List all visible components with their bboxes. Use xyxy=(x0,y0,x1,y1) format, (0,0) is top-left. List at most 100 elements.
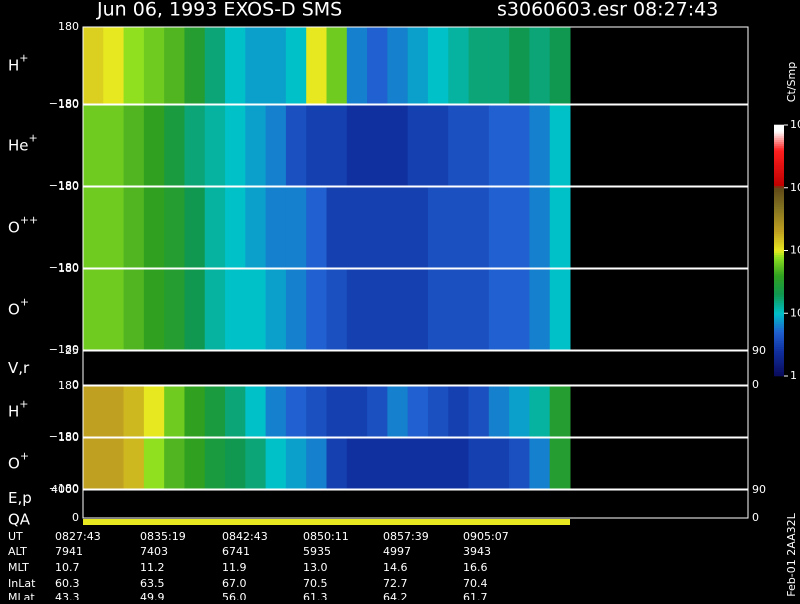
spectrogram-strip xyxy=(143,27,165,104)
y-tick-label: 180 xyxy=(58,379,79,392)
colorbar-cell xyxy=(774,147,784,151)
spectrogram-strip xyxy=(367,105,388,186)
spectrogram-strip xyxy=(346,386,368,437)
panel-label-sup: + xyxy=(29,132,38,145)
spectrogram-strip xyxy=(204,27,226,104)
colorbar-cell xyxy=(774,149,784,153)
spectrogram-strip xyxy=(164,187,185,268)
colorbar-cell xyxy=(774,331,784,335)
table-row-label: MLat xyxy=(8,591,35,600)
y-tick-label: −180 xyxy=(49,261,79,274)
colorbar-cell xyxy=(774,158,784,161)
spectrogram-strip xyxy=(488,187,510,268)
colorbar-cell xyxy=(774,216,784,220)
panel-label-base: H xyxy=(8,56,19,74)
panel-label-sup: + xyxy=(19,52,28,65)
spectrogram-strip xyxy=(407,386,429,437)
spectrogram-strip xyxy=(285,105,307,186)
spectrogram-strip xyxy=(103,187,125,268)
colorbar-cell xyxy=(774,200,784,203)
panel-label-base: He xyxy=(8,136,29,154)
spectrogram-strip xyxy=(265,105,287,186)
colorbar-cell xyxy=(774,292,784,295)
spectrogram-strip xyxy=(367,27,388,104)
table-cell: 0827:43 xyxy=(55,530,101,543)
colorbar-cell xyxy=(774,210,784,214)
table-cell: 5935 xyxy=(303,545,331,558)
colorbar-cell xyxy=(774,344,784,348)
table-row-label: UT xyxy=(8,530,23,543)
spectrogram-strip xyxy=(387,438,409,489)
spectrogram-strip xyxy=(529,438,551,489)
table-cell: 16.6 xyxy=(463,561,488,574)
y-tick-label: 25 xyxy=(65,344,79,357)
colorbar-cell xyxy=(774,281,784,285)
spectrogram-strip xyxy=(448,187,470,268)
spectrogram-strip xyxy=(123,269,145,350)
footer: Feb-01 2AA32L xyxy=(785,512,798,596)
table-cell: 64.2 xyxy=(383,591,408,600)
spectrogram-strip xyxy=(265,269,287,350)
spectrogram-strip xyxy=(285,386,307,437)
spectrogram-strip xyxy=(407,269,429,350)
spectrogram-strip xyxy=(509,27,530,104)
colorbar-cell xyxy=(774,214,784,218)
panel-frame xyxy=(82,26,749,105)
colorbar-cell xyxy=(774,204,784,207)
spectrogram-strip xyxy=(448,386,470,437)
y-tick-label: −180 xyxy=(49,430,79,443)
y-tick-label: 0 xyxy=(72,378,79,391)
panel-frame xyxy=(82,268,749,351)
colorbar-cell xyxy=(774,137,784,140)
colorbar-cell xyxy=(774,233,784,237)
spectrogram-strip xyxy=(367,269,388,350)
colorbar-cell xyxy=(774,335,784,339)
panel-label: He+ xyxy=(8,132,38,155)
colorbar-cell xyxy=(774,329,784,333)
colorbar-cell xyxy=(774,185,784,189)
table-cell: 49.9 xyxy=(140,591,165,600)
spectrogram-strip xyxy=(204,386,226,437)
colorbar-cell xyxy=(774,298,784,301)
y-tick-label: 4000 xyxy=(51,483,79,496)
spectrogram-strip xyxy=(427,269,449,350)
table-cell: 56.0 xyxy=(222,591,247,600)
table-row-label: MLT xyxy=(8,561,29,574)
spectrogram-strip xyxy=(468,438,490,489)
colorbar-cell xyxy=(774,308,784,312)
table-cell: 63.5 xyxy=(140,577,165,590)
spectrogram-strip xyxy=(529,269,551,350)
panel-label-sup: + xyxy=(20,450,29,463)
table-cell: 7403 xyxy=(140,545,168,558)
colorbar-cell xyxy=(774,266,784,270)
colorbar-cell xyxy=(774,275,784,278)
spectrogram-strip xyxy=(103,269,125,350)
spectrogram-strip xyxy=(184,269,206,350)
colorbar-cell xyxy=(774,296,784,299)
panel-frame xyxy=(82,437,749,490)
spectrogram-strip xyxy=(83,438,104,489)
colorbar-cell xyxy=(774,350,784,354)
table-cell: 11.9 xyxy=(222,561,247,574)
colorbar-cell xyxy=(774,325,784,329)
spectrogram-strip xyxy=(184,105,206,186)
colorbar-cell xyxy=(774,126,784,130)
spectrogram-strip xyxy=(204,105,226,186)
title: Jun 06, 1993 EXOS-D SMS xyxy=(96,0,342,21)
spectrogram-strip xyxy=(245,269,267,350)
spectrogram-strip xyxy=(549,386,571,437)
table-cell: 0835:19 xyxy=(140,530,186,543)
y-tick-label: −180 xyxy=(49,482,79,495)
spectrogram-strip xyxy=(164,27,185,104)
colorbar-cell xyxy=(774,277,784,281)
spectrogram-strip xyxy=(367,386,388,437)
spectrogram-strip xyxy=(83,269,104,350)
spectrogram-strip xyxy=(103,386,125,437)
colorbar-cell xyxy=(774,139,784,143)
panel-label-base: V,r xyxy=(8,359,30,377)
colorbar-cell xyxy=(774,164,784,168)
colorbar-tick-label: 104 xyxy=(790,116,800,132)
table-cell: 10.7 xyxy=(55,561,80,574)
spectrogram-strip xyxy=(103,438,125,489)
colorbar-cell xyxy=(774,300,784,304)
